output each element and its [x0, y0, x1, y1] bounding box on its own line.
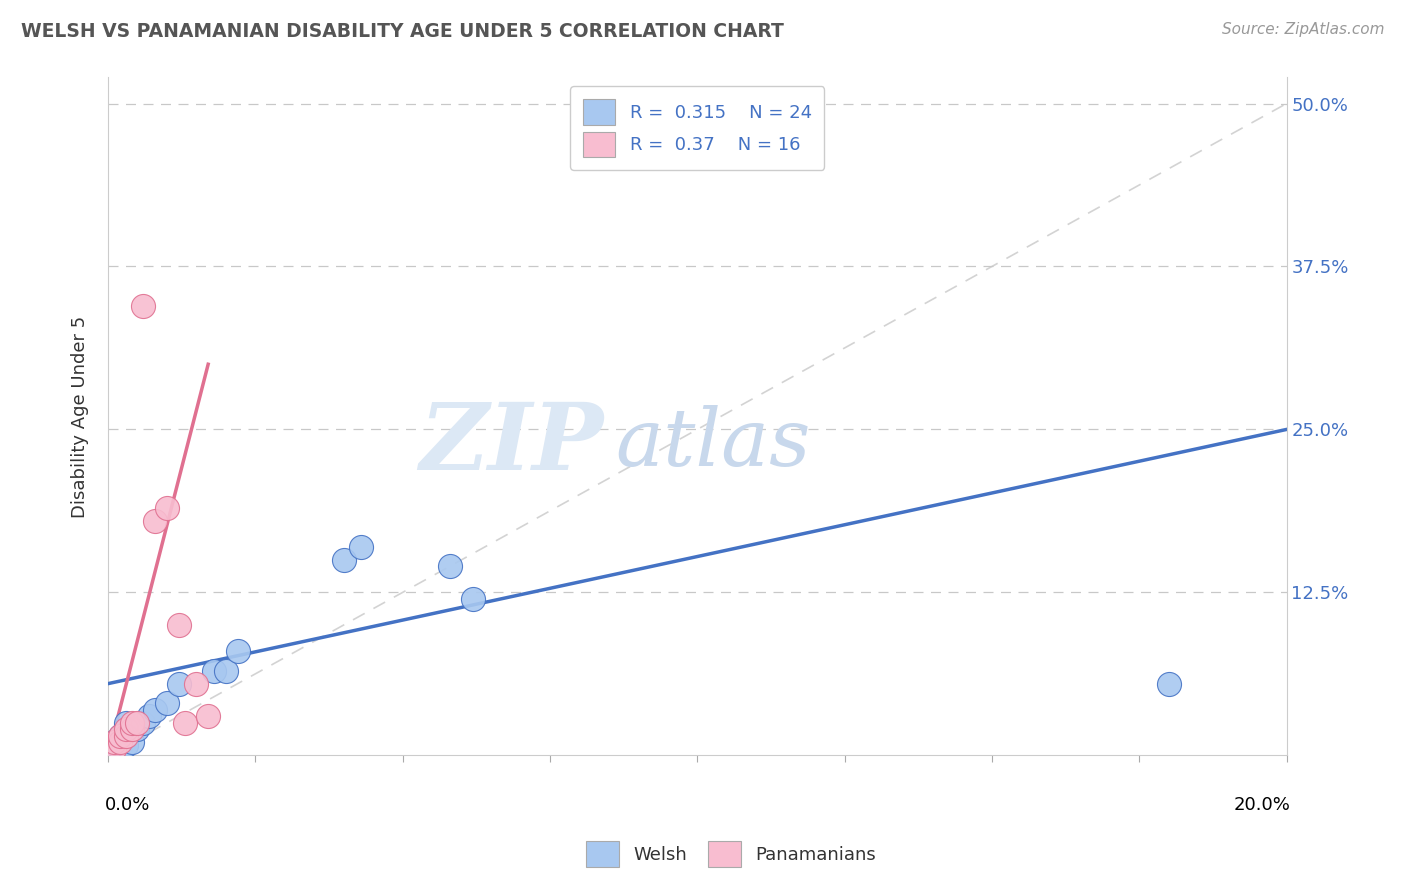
Point: [114, 729, 136, 743]
Point: [114, 723, 136, 737]
Point: [226, 644, 249, 658]
Point: [1157, 676, 1180, 690]
Point: [439, 559, 461, 574]
Point: [103, 741, 125, 756]
Point: [103, 735, 125, 749]
Point: [127, 723, 149, 737]
Point: [332, 553, 354, 567]
Point: [103, 735, 125, 749]
Text: 0.0%: 0.0%: [104, 796, 150, 814]
Point: [108, 735, 131, 749]
Point: [121, 735, 143, 749]
Text: WELSH VS PANAMANIAN DISABILITY AGE UNDER 5 CORRELATION CHART: WELSH VS PANAMANIAN DISABILITY AGE UNDER…: [21, 22, 785, 41]
Point: [173, 715, 195, 730]
Y-axis label: Disability Age Under 5: Disability Age Under 5: [72, 315, 89, 517]
Point: [108, 729, 131, 743]
Text: Source: ZipAtlas.com: Source: ZipAtlas.com: [1222, 22, 1385, 37]
Point: [103, 741, 125, 756]
Point: [156, 696, 179, 710]
Point: [186, 676, 208, 690]
Point: [167, 676, 190, 690]
Text: atlas: atlas: [614, 405, 810, 483]
Point: [143, 703, 166, 717]
Legend: R =  0.315    N = 24, R =  0.37    N = 16: R = 0.315 N = 24, R = 0.37 N = 16: [569, 87, 824, 170]
Point: [215, 664, 238, 678]
Point: [132, 715, 155, 730]
Point: [108, 741, 131, 756]
Point: [121, 715, 143, 730]
Point: [108, 735, 131, 749]
Point: [108, 729, 131, 743]
Point: [138, 709, 160, 723]
Point: [202, 664, 225, 678]
Point: [114, 715, 136, 730]
Point: [114, 738, 136, 752]
Point: [114, 729, 136, 743]
Point: [156, 500, 179, 515]
Text: ZIP: ZIP: [419, 399, 603, 489]
Legend: Welsh, Panamanians: Welsh, Panamanians: [579, 834, 883, 874]
Point: [143, 514, 166, 528]
Point: [197, 709, 219, 723]
Point: [132, 299, 155, 313]
Point: [127, 715, 149, 730]
Point: [167, 618, 190, 632]
Point: [350, 540, 373, 554]
Point: [463, 591, 485, 606]
Text: 20.0%: 20.0%: [1233, 796, 1291, 814]
Point: [121, 723, 143, 737]
Point: [121, 723, 143, 737]
